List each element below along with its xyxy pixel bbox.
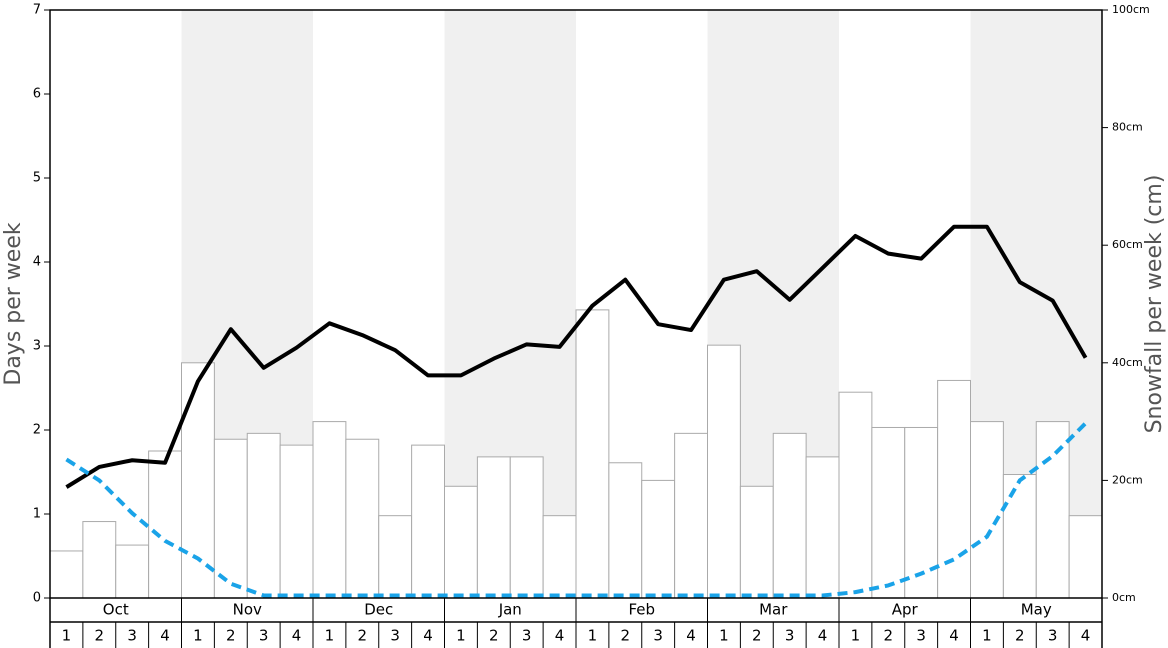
month-label: May — [1021, 601, 1052, 619]
y-tick-label: 6 — [33, 87, 41, 102]
bar — [1002, 474, 1037, 599]
x-tick-label: 4 — [686, 627, 696, 645]
bar — [674, 432, 708, 599]
x-tick-label: 4 — [818, 627, 828, 645]
x-tick-label: 1 — [588, 627, 598, 645]
y-tick-label: 7 — [33, 3, 41, 18]
bar — [476, 456, 511, 599]
y-tick-label: 5 — [33, 171, 41, 186]
x-tick-label: 2 — [752, 627, 762, 645]
month-label: Mar — [759, 601, 788, 619]
bar — [49, 550, 84, 599]
month-label: Dec — [364, 601, 393, 619]
y2-tick-label: 60cm — [1112, 238, 1143, 251]
x-tick-label: 1 — [456, 627, 466, 645]
line — [65, 224, 1088, 489]
bar — [312, 421, 347, 599]
bar — [1035, 421, 1070, 599]
x-tick-label: 2 — [621, 627, 631, 645]
x-tick-label: 1 — [719, 627, 729, 645]
bar — [970, 421, 1004, 599]
bar — [181, 362, 215, 599]
y-tick-label: 3 — [33, 339, 41, 354]
x-tick-label: 1 — [193, 627, 203, 645]
x-tick-label: 4 — [423, 627, 433, 645]
bar — [542, 515, 577, 599]
bar — [871, 426, 906, 599]
y2-tick-label: 80cm — [1112, 121, 1143, 134]
bar — [805, 456, 840, 599]
y-tick-label: 4 — [33, 255, 41, 270]
x-tick-label: 2 — [884, 627, 894, 645]
x-tick-label: 4 — [1081, 627, 1091, 645]
x-tick-label: 1 — [62, 627, 72, 645]
x-tick-label: 3 — [390, 627, 400, 645]
y-tick-label: 0 — [33, 591, 41, 606]
x-tick-label: 3 — [785, 627, 795, 645]
bar — [148, 450, 182, 599]
x-tick-label: 3 — [1048, 627, 1058, 645]
bar — [345, 438, 380, 599]
bar — [838, 391, 873, 599]
month-label: Feb — [628, 601, 655, 619]
bar — [772, 432, 807, 599]
x-tick-label: 3 — [916, 627, 926, 645]
y2-tick-label: 40cm — [1112, 356, 1143, 369]
bar — [739, 485, 774, 599]
x-tick-label: 3 — [259, 627, 269, 645]
x-tick-label: 1 — [325, 627, 335, 645]
bar — [246, 432, 281, 599]
bar — [1068, 515, 1103, 599]
x-tick-label: 2 — [95, 627, 105, 645]
x-tick-label: 4 — [949, 627, 959, 645]
bar — [608, 462, 643, 599]
bar — [279, 444, 314, 599]
month-label: Apr — [892, 601, 919, 619]
month-label: Jan — [498, 601, 522, 619]
y-tick-label: 1 — [33, 507, 41, 522]
bar — [444, 485, 478, 599]
bar — [937, 379, 971, 599]
month-label: Oct — [103, 601, 129, 619]
bar — [509, 456, 544, 599]
y-axis-title: Days per week — [1, 222, 26, 385]
x-tick-label: 2 — [1015, 627, 1025, 645]
bar — [641, 479, 676, 599]
line — [65, 421, 1087, 598]
bar — [411, 444, 445, 599]
x-tick-label: 1 — [982, 627, 992, 645]
x-tick-label: 1 — [851, 627, 861, 645]
x-tick-label: 2 — [358, 627, 368, 645]
bar — [378, 515, 413, 599]
x-tick-label: 3 — [522, 627, 532, 645]
y2-tick-label: 20cm — [1112, 473, 1143, 486]
bar — [707, 344, 741, 599]
x-tick-label: 3 — [127, 627, 137, 645]
x-tick-label: 3 — [653, 627, 663, 645]
month-label: Nov — [233, 601, 262, 619]
x-tick-label: 4 — [160, 627, 170, 645]
bar — [82, 521, 117, 599]
x-tick-label: 4 — [555, 627, 565, 645]
y2-tick-label: 100cm — [1112, 3, 1150, 16]
y2-axis-title: Snowfall per week (cm) — [1142, 175, 1167, 434]
bar — [115, 544, 150, 599]
bar — [575, 309, 610, 599]
y2-tick-label: 0cm — [1112, 591, 1136, 604]
x-tick-label: 2 — [226, 627, 236, 645]
y-tick-label: 2 — [33, 423, 41, 438]
x-tick-label: 4 — [292, 627, 302, 645]
x-tick-label: 2 — [489, 627, 499, 645]
